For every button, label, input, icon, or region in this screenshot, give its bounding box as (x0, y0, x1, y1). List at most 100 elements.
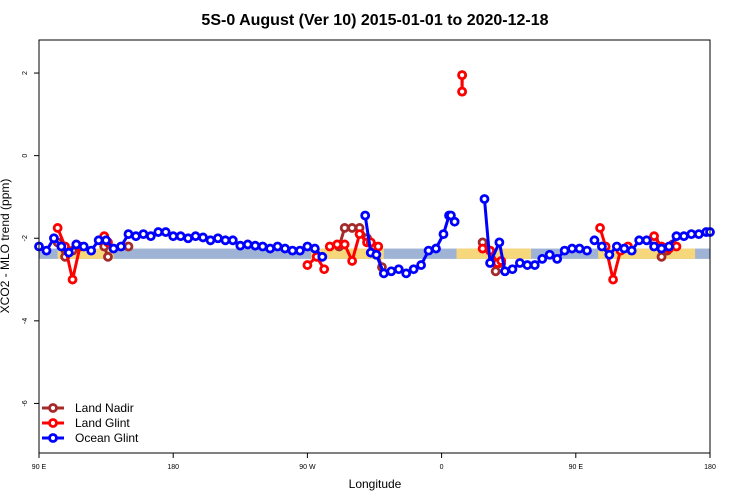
series-2-point (41, 245, 52, 256)
series-2-point (649, 241, 659, 252)
band-yellow-1 (57, 248, 114, 259)
series-2-point (138, 229, 149, 240)
series-2-point (494, 237, 505, 248)
series-2-point (287, 245, 298, 256)
series-2-point (378, 268, 389, 279)
series-2-point (634, 235, 645, 246)
series-2-point (596, 241, 607, 252)
series-2-point (507, 264, 518, 275)
series-2-point (423, 245, 434, 256)
series-2-point (86, 245, 97, 256)
series-2-point (567, 243, 577, 254)
series-1-point (324, 241, 335, 252)
series-2-point (671, 231, 682, 242)
plot-frame (38, 39, 711, 454)
series-2-point (408, 264, 419, 275)
series-1-point (649, 231, 659, 242)
series-2-point (302, 241, 313, 252)
series-2-point (552, 253, 563, 264)
x-tick-label: 90 E (569, 464, 584, 471)
series-2-point (183, 233, 194, 244)
series-2-point (537, 253, 548, 264)
series-2-point (220, 235, 231, 246)
band-yellow-4 (598, 248, 696, 259)
series-2-point (559, 245, 570, 256)
chart-title: 5S-0 August (Ver 10) 2015-01-01 to 2020-… (201, 12, 548, 29)
series-2-point (250, 240, 261, 251)
series-2-point (78, 241, 89, 252)
series-2-point (108, 243, 119, 254)
series-2-point (190, 231, 201, 242)
series-2-point (227, 235, 238, 246)
series-1-point (671, 241, 682, 252)
series-1-point (373, 241, 384, 252)
series-2-point (604, 249, 615, 260)
legend-item-0: Land Nadir (42, 401, 134, 415)
x-tick-label: 90 E (32, 464, 47, 471)
y-tick-label: -2 (22, 235, 29, 241)
x-tick-label: 90 W (299, 464, 316, 471)
series-2-point (611, 241, 622, 252)
series-2-point (153, 227, 164, 237)
series-2-point (626, 245, 637, 256)
series-2-point (168, 231, 179, 242)
legend-label: Ocean Glint (75, 431, 139, 445)
series-layer (34, 70, 715, 285)
x-tick-label: 0 (440, 464, 444, 471)
series-2-point (49, 233, 59, 244)
series-2-point (63, 247, 74, 258)
series-2-point (386, 266, 397, 277)
series-0-point (490, 266, 501, 277)
series-2-point (56, 241, 67, 252)
series-2-point (257, 241, 268, 252)
legend-item-2: Ocean Glint (42, 431, 139, 445)
x-axis: 90 E 180 90 W 0 90 E 180 (32, 453, 716, 471)
series-2-point (242, 239, 253, 250)
series-2-point (544, 249, 555, 260)
series-2-point (101, 235, 111, 246)
series-2-point (522, 260, 533, 270)
series-2-point (371, 249, 382, 260)
y-tick-label: -4 (22, 318, 29, 324)
legend-marker (48, 433, 58, 443)
series-2-point (393, 264, 404, 275)
series-0-point (123, 241, 134, 252)
series-1-point (347, 256, 358, 266)
x-axis-label: Longitude (349, 477, 402, 491)
series-2-point (529, 260, 540, 270)
series-2-point (272, 241, 283, 252)
series-2-point (71, 239, 82, 250)
x-tick-label: 180 (167, 464, 179, 471)
series-2-point (416, 260, 426, 270)
series-2-point (686, 229, 697, 240)
y-tick-label: 0 (22, 154, 29, 158)
series-1-point (319, 264, 330, 275)
series-2-point (213, 233, 223, 244)
y-axis-label: XCO2 - MLO trend (ppm) (0, 179, 12, 314)
legend-label: Land Glint (75, 416, 130, 430)
series-1-point (302, 260, 313, 270)
series-2-point (656, 243, 667, 254)
series-2-point (309, 243, 320, 254)
series-1-point (67, 274, 78, 285)
legend-label: Land Nadir (75, 401, 134, 415)
series-2-point (431, 243, 441, 254)
series-2-point (401, 268, 412, 279)
series-2-point (641, 235, 652, 246)
series-0-point (347, 223, 358, 233)
series-2-point (360, 210, 371, 221)
series-2-point (265, 243, 276, 254)
series-2-point (485, 258, 495, 268)
x-tick-label: 180 (704, 464, 716, 471)
series-2 (34, 194, 715, 279)
series-2-point (438, 229, 449, 240)
series-2-point (295, 245, 305, 256)
series-2-point (582, 245, 592, 256)
series-1-point (52, 223, 63, 233)
series-0-point (103, 251, 113, 262)
series-1-point (608, 274, 618, 285)
series-2-point (116, 241, 126, 252)
series-1-point (457, 70, 468, 81)
